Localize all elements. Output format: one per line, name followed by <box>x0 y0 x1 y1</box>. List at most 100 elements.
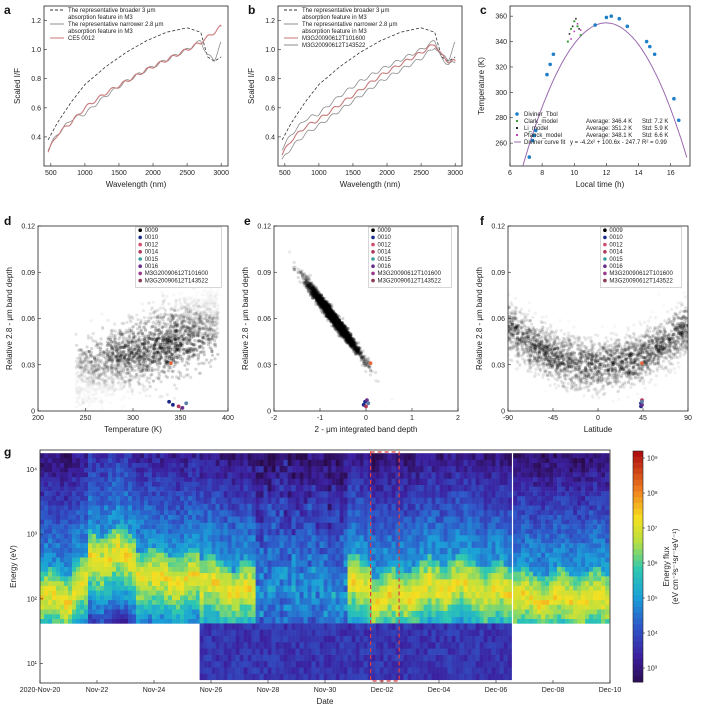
density-dot <box>194 312 198 316</box>
li-point <box>578 28 580 30</box>
legend-label: Li_model <box>524 126 548 132</box>
density-dot <box>120 387 124 391</box>
density-dot <box>97 353 101 357</box>
density-dot <box>110 384 114 388</box>
density-dot <box>153 347 157 351</box>
density-dot <box>122 367 126 372</box>
density-dot <box>196 355 201 359</box>
density-dot <box>128 341 132 345</box>
density-dot <box>209 331 213 335</box>
density-dot <box>185 349 189 353</box>
density-dot <box>82 360 86 364</box>
density-dot <box>161 302 165 306</box>
density-dot <box>181 319 185 323</box>
density-dot <box>208 319 212 323</box>
density-dot <box>152 379 156 383</box>
density-dot <box>209 323 213 327</box>
density-dot <box>127 358 131 362</box>
density-dot <box>186 314 190 318</box>
density-dot <box>184 373 189 377</box>
density-dot <box>149 349 153 353</box>
density-dot <box>302 280 306 284</box>
density-dot <box>102 367 107 371</box>
density-dot <box>198 328 202 332</box>
diviner-point <box>617 16 622 21</box>
density-dot <box>134 345 138 349</box>
density-dot <box>99 337 103 341</box>
density-dot <box>167 302 171 306</box>
density-dot <box>178 357 182 361</box>
density-dot <box>141 354 145 358</box>
density-dot <box>215 310 219 315</box>
density-dot <box>87 400 90 403</box>
density-dot <box>174 353 178 358</box>
density-dot <box>163 298 167 302</box>
density-dot <box>113 367 117 371</box>
density-dot <box>119 349 123 353</box>
density-dot <box>149 333 153 337</box>
density-dot <box>156 340 160 344</box>
density-dot <box>341 322 345 326</box>
density-dot <box>162 350 166 354</box>
density-dot <box>192 347 196 351</box>
density-dot <box>124 379 128 383</box>
density-dot <box>133 322 138 326</box>
density-dot <box>168 329 172 333</box>
density-dot <box>116 360 120 364</box>
density-dot <box>83 374 87 378</box>
density-cloud <box>74 291 220 403</box>
density-dot <box>82 364 87 368</box>
density-dot <box>210 318 214 322</box>
density-dot <box>119 354 123 358</box>
density-dot <box>144 368 149 372</box>
x-tick-label: 1500 <box>345 170 361 177</box>
density-dot <box>183 338 187 342</box>
density-dot <box>142 338 146 342</box>
density-dot <box>142 363 146 367</box>
density-dot <box>156 368 160 372</box>
density-dot <box>114 373 118 377</box>
density-dot <box>196 291 199 294</box>
density-dot <box>152 352 156 356</box>
density-dot <box>182 351 186 355</box>
diviner-point <box>548 62 552 67</box>
density-dot <box>165 329 169 333</box>
density-dot <box>176 343 180 347</box>
y-tick-label: 0.8 <box>31 76 41 83</box>
density-dot <box>76 370 80 374</box>
density-dot <box>195 316 199 320</box>
density-dot <box>179 327 183 331</box>
density-dot <box>178 297 182 301</box>
density-dot <box>140 370 144 374</box>
density-dot <box>96 376 100 380</box>
density-dot <box>91 370 95 374</box>
density-dot <box>212 309 216 313</box>
li-point <box>568 33 571 35</box>
density-dot <box>164 354 168 358</box>
density-dot <box>130 389 134 393</box>
density-dot <box>123 344 127 348</box>
density-dot <box>79 366 83 370</box>
density-dot <box>99 373 103 377</box>
density-dot <box>185 311 189 316</box>
density-dot <box>119 331 123 335</box>
density-dot <box>330 313 334 317</box>
density-dot <box>129 374 133 378</box>
density-dot <box>170 306 174 310</box>
density-dot <box>207 297 210 300</box>
density-dot <box>133 376 137 380</box>
density-dot <box>158 345 162 349</box>
density-dot <box>211 334 215 338</box>
density-dot <box>188 346 192 350</box>
density-dot <box>98 347 103 351</box>
density-dot <box>613 325 616 328</box>
density-dot <box>141 333 145 338</box>
x-tick-label: 2000 <box>145 170 161 177</box>
density-dot <box>216 307 219 310</box>
density-dot <box>150 305 154 310</box>
density-dot <box>145 364 149 368</box>
density-dot <box>78 353 82 357</box>
density-dot <box>187 357 191 361</box>
density-dot <box>191 354 195 358</box>
y-tick-label: 300 <box>495 90 507 97</box>
